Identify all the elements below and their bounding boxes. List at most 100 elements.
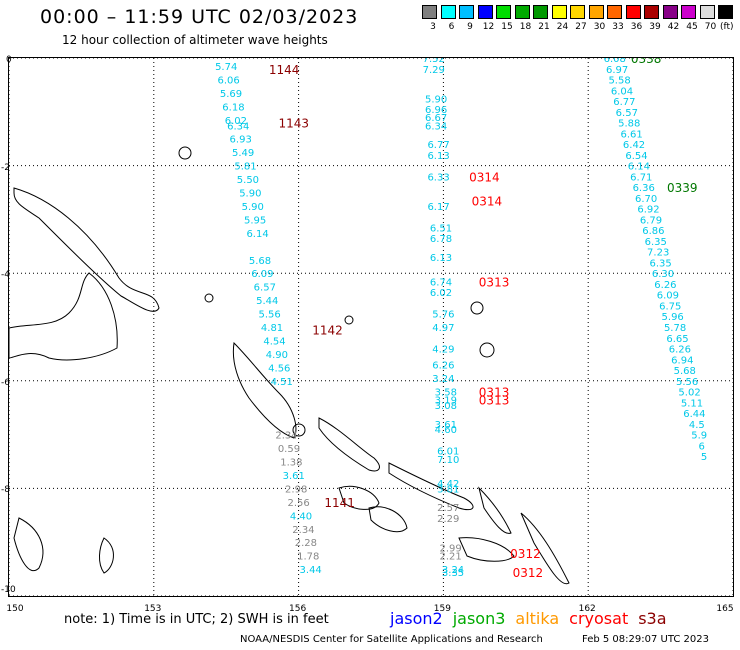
pass-time-label: 0339 bbox=[667, 181, 698, 195]
wave-height-value: 5.81 bbox=[234, 162, 256, 173]
wave-height-value: 4.97 bbox=[432, 323, 454, 334]
wave-height-value: 6.35 bbox=[649, 258, 671, 269]
wave-height-value: 5.69 bbox=[220, 89, 242, 100]
scale-swatch bbox=[551, 5, 567, 19]
scale-label: 9 bbox=[467, 22, 473, 32]
legend-item-jason3: jason3 bbox=[452, 609, 506, 628]
scale-label: 15 bbox=[501, 22, 513, 32]
map-canvas: 5.746.065.696.186.026.346.935.495.815.50… bbox=[9, 58, 733, 596]
lon-label: 153 bbox=[144, 604, 162, 614]
scale-label: 27 bbox=[575, 22, 587, 32]
wave-height-value: 6.75 bbox=[659, 301, 681, 312]
page-subtitle: 12 hour collection of altimeter wave hei… bbox=[62, 33, 328, 47]
wave-height-value: 6.57 bbox=[254, 283, 276, 294]
wave-height-value: 1.38 bbox=[280, 458, 302, 469]
wave-height-value: 3.24 bbox=[442, 565, 464, 576]
pass-time-label: 0338 bbox=[631, 58, 662, 66]
scale-swatch bbox=[496, 5, 511, 19]
wave-height-value: 0.59 bbox=[278, 444, 300, 455]
wave-height-value: 7.10 bbox=[437, 455, 459, 466]
wave-height-value: 6.97 bbox=[606, 65, 628, 76]
wave-height-value: 5.76 bbox=[432, 310, 454, 321]
page-title: 00:00 – 11:59 UTC 02/03/2023 bbox=[40, 6, 359, 28]
wave-height-value: 6.17 bbox=[427, 202, 449, 213]
pass-time-label: 1143 bbox=[278, 117, 309, 131]
scale-label: 12 bbox=[482, 22, 495, 32]
lon-label: 159 bbox=[433, 604, 451, 614]
scale-unit: (ft) bbox=[720, 22, 734, 32]
legend-item-cryosat: cryosat bbox=[569, 609, 629, 628]
scale-label: 6 bbox=[448, 22, 455, 32]
scale-swatch bbox=[607, 5, 622, 19]
wave-height-tracks: 5.746.065.696.186.026.346.935.495.815.50… bbox=[215, 58, 707, 579]
wave-height-value: 6.96 bbox=[425, 105, 447, 116]
scale-label: 70 bbox=[704, 22, 717, 32]
scale-swatch bbox=[625, 5, 641, 19]
map-panel[interactable]: 5.74 6.06 5.69 6.18 6.02 6.34 6.93 5.49 5.81 5.50… bbox=[8, 57, 734, 597]
wave-height-value: 6.71 bbox=[630, 172, 652, 183]
scale-swatch bbox=[662, 5, 678, 19]
wave-height-value: 3.61 bbox=[435, 420, 457, 431]
scale-label: 30 bbox=[593, 22, 606, 32]
wave-height-value: 6.04 bbox=[611, 86, 633, 97]
time-labels: 1144114311421141031403140313031303130312… bbox=[269, 58, 698, 580]
scale-swatch bbox=[588, 5, 604, 19]
scale-swatch bbox=[514, 5, 530, 19]
wave-height-value: 4.40 bbox=[290, 511, 312, 522]
wave-height-value: 2.34 bbox=[275, 431, 297, 442]
wave-height-value: 6.36 bbox=[633, 183, 655, 194]
wave-height-value: 5.56 bbox=[676, 377, 698, 388]
wave-height-value: 5.88 bbox=[618, 119, 640, 130]
pass-time-label: 1142 bbox=[312, 324, 343, 338]
wave-height-value: 5.74 bbox=[215, 62, 237, 73]
wave-height-value: 5.90 bbox=[425, 94, 447, 105]
wave-height-value: 7.52 bbox=[423, 58, 445, 65]
wave-height-value: 6.54 bbox=[625, 151, 647, 162]
scale-label: 36 bbox=[630, 22, 643, 32]
wave-height-value: 2.99 bbox=[440, 544, 462, 555]
pass-time-label: 0313 bbox=[479, 394, 510, 408]
wave-height-value: 6.30 bbox=[652, 269, 674, 280]
coastlines bbox=[9, 146, 570, 585]
pass-time-label: 1144 bbox=[269, 63, 300, 77]
wave-height-value: 6.18 bbox=[222, 102, 244, 113]
wave-height-value: 3.35 bbox=[442, 568, 464, 579]
wave-height-value: 6.13 bbox=[430, 253, 452, 264]
lon-label: 165 bbox=[716, 604, 734, 614]
wave-height-value: 3.81 bbox=[437, 484, 459, 495]
wave-height-value: 6.78 bbox=[430, 234, 452, 245]
wave-height-value: 6.34 bbox=[227, 121, 249, 132]
wave-height-value: 2.57 bbox=[437, 503, 459, 514]
pass-time-label: 1141 bbox=[324, 496, 355, 510]
footer-note: note: 1) Time is in UTC; 2) SWH is in fe… bbox=[64, 612, 329, 627]
wave-height-value: 6.74 bbox=[430, 277, 452, 288]
wave-height-value: 3.61 bbox=[283, 471, 305, 482]
pass-time-label: 0313 bbox=[479, 386, 510, 400]
wave-height-value: 5.49 bbox=[232, 148, 254, 159]
scale-swatch bbox=[699, 5, 715, 19]
lat-label: 0 bbox=[6, 55, 12, 65]
wave-height-value: 5.58 bbox=[608, 76, 630, 87]
wave-height-value: 6.09 bbox=[251, 269, 273, 280]
lon-label: 162 bbox=[578, 604, 596, 614]
wave-height-value: 2.98 bbox=[285, 484, 307, 495]
wave-height-value: 4.56 bbox=[268, 363, 290, 374]
wave-height-value: 3.58 bbox=[435, 388, 457, 399]
mission-legend: jason2 jason3 altika cryosat s3a bbox=[390, 609, 677, 628]
wave-height-value: 6.86 bbox=[642, 226, 664, 237]
scale-label: 39 bbox=[649, 22, 661, 32]
wave-height-value: 6.09 bbox=[657, 291, 679, 302]
wave-height-value: 5.9 bbox=[691, 431, 707, 442]
wave-height-value: 6.93 bbox=[230, 135, 252, 146]
wave-height-value: 6.35 bbox=[645, 237, 667, 248]
lon-label: 156 bbox=[289, 604, 307, 614]
wave-height-value: 5.44 bbox=[256, 296, 278, 307]
wave-height-value: 6.14 bbox=[628, 162, 650, 173]
wave-height-value: 6.26 bbox=[432, 361, 454, 372]
scale-label: 18 bbox=[519, 22, 532, 32]
lat-label: -2 bbox=[1, 162, 10, 173]
pass-time-label: 0312 bbox=[510, 547, 541, 561]
scale-swatch bbox=[477, 5, 493, 19]
wave-height-value: 4.29 bbox=[432, 345, 454, 356]
wave-height-value: 5.95 bbox=[244, 215, 266, 226]
